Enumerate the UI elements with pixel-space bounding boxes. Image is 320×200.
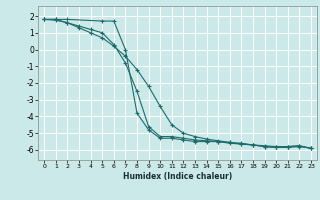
X-axis label: Humidex (Indice chaleur): Humidex (Indice chaleur): [123, 172, 232, 181]
